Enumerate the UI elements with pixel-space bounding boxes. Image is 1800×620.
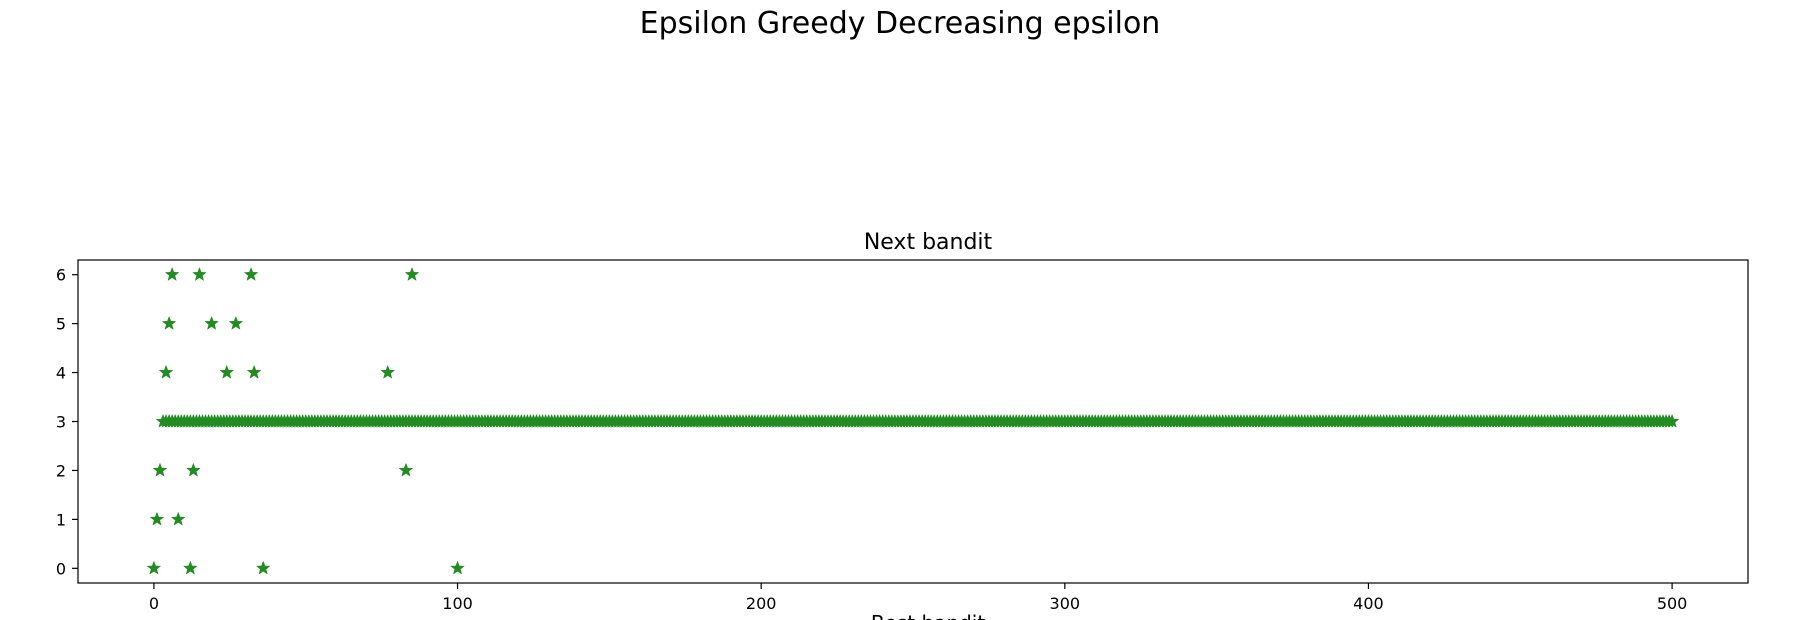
data-point <box>158 364 174 379</box>
data-point <box>146 560 162 575</box>
chart-title: Next bandit <box>864 230 993 255</box>
y-tick-label: 3 <box>56 413 66 432</box>
figure-title: Epsilon Greedy Decreasing epsilon <box>639 6 1161 41</box>
data-point <box>243 266 259 281</box>
data-point <box>183 560 198 575</box>
data-point <box>161 315 177 330</box>
y-tick-label: 2 <box>56 461 66 480</box>
y-tick-label: 6 <box>56 266 66 285</box>
data-point <box>404 266 420 281</box>
x-tick-label: 300 <box>1050 594 1081 613</box>
data-point <box>149 511 165 526</box>
y-tick-label: 4 <box>56 364 66 383</box>
data-point <box>246 364 262 379</box>
y-tick-label: 0 <box>56 559 66 578</box>
y-tick-label: 1 <box>56 510 66 529</box>
data-point <box>380 364 396 379</box>
data-point <box>228 315 244 330</box>
data-point <box>186 462 201 477</box>
data-point <box>255 560 271 575</box>
x-axis-label: Best bandit <box>871 611 986 620</box>
data-point <box>204 315 219 330</box>
x-tick-label: 100 <box>442 594 473 613</box>
x-tick-label: 400 <box>1353 594 1384 613</box>
data-point <box>1664 413 1680 428</box>
x-axis: 0 100 200 300 400 500 <box>149 583 1688 613</box>
data-points <box>146 266 1680 575</box>
data-point <box>219 364 235 379</box>
y-tick-label: 5 <box>56 315 66 334</box>
data-point <box>450 560 465 575</box>
x-tick-label: 200 <box>746 594 777 613</box>
data-point <box>152 462 168 477</box>
y-axis: 0 1 2 3 4 5 6 <box>56 266 78 578</box>
x-tick-label: 0 <box>149 594 159 613</box>
data-point <box>164 266 180 281</box>
x-tick-label: 500 <box>1657 594 1688 613</box>
data-point <box>398 462 414 477</box>
data-point <box>170 511 186 526</box>
data-point <box>192 266 207 281</box>
